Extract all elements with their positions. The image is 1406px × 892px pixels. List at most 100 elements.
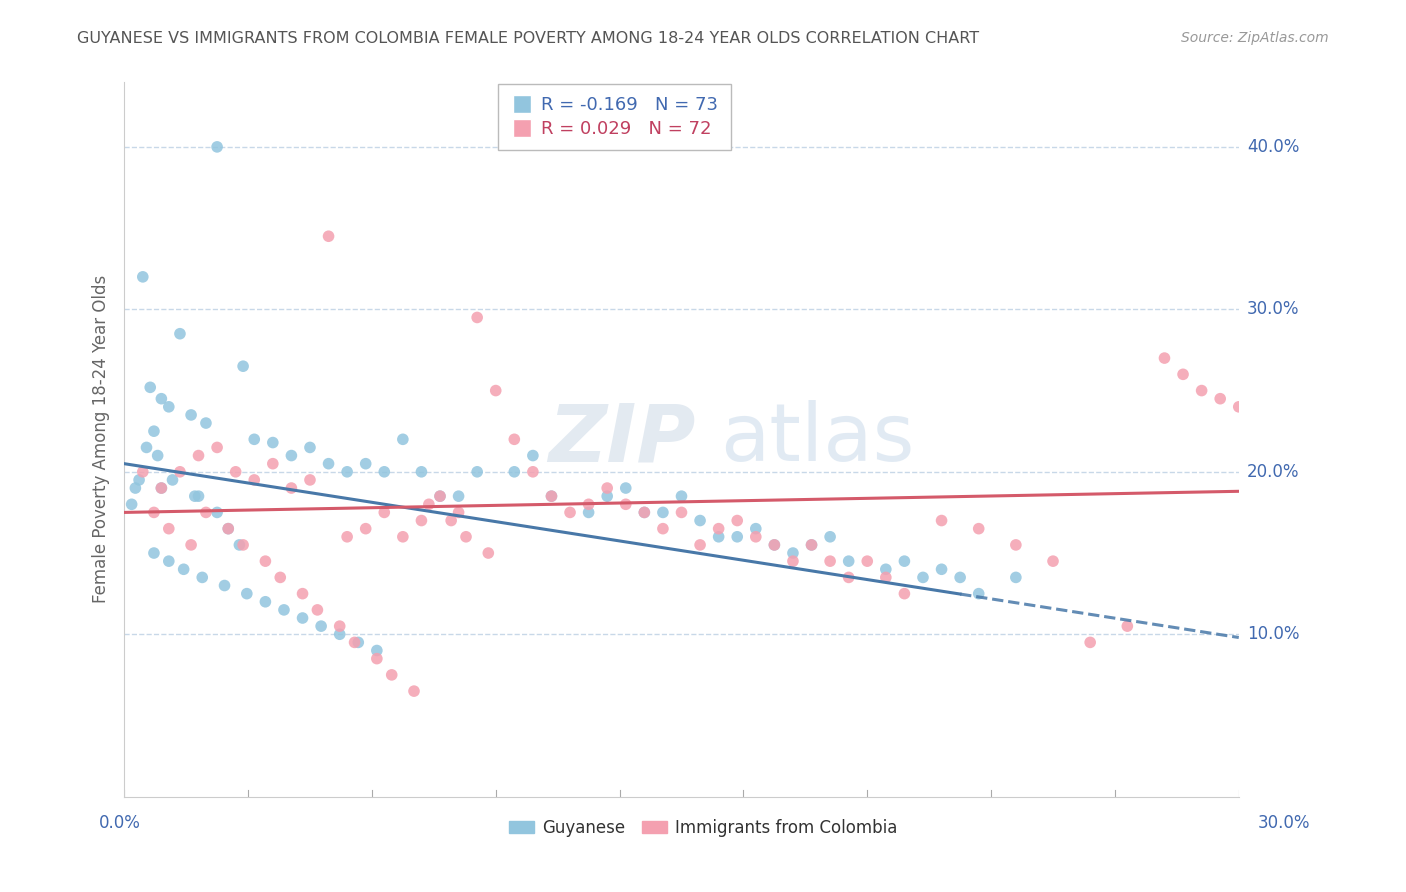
Point <box>146 449 169 463</box>
Point <box>254 554 277 568</box>
Point <box>217 522 239 536</box>
Point <box>522 465 544 479</box>
Point <box>503 465 526 479</box>
Point <box>336 465 359 479</box>
Point <box>651 505 673 519</box>
Point <box>232 538 254 552</box>
Point <box>157 522 180 536</box>
Point <box>273 603 295 617</box>
Point <box>745 522 768 536</box>
Point <box>745 530 768 544</box>
Point <box>911 570 934 584</box>
Point <box>465 310 488 325</box>
Point <box>1078 635 1101 649</box>
Text: GUYANESE VS IMMIGRANTS FROM COLOMBIA FEMALE POVERTY AMONG 18-24 YEAR OLDS CORREL: GUYANESE VS IMMIGRANTS FROM COLOMBIA FEM… <box>77 31 980 46</box>
Point <box>214 578 236 592</box>
Point <box>578 497 600 511</box>
Point <box>967 522 990 536</box>
Point <box>205 441 228 455</box>
Point <box>1171 368 1194 382</box>
Point <box>800 538 823 552</box>
Text: 30.0%: 30.0% <box>1247 301 1299 318</box>
Point <box>336 530 359 544</box>
Point <box>392 530 415 544</box>
Point <box>782 554 804 568</box>
Point <box>402 684 425 698</box>
Point <box>180 538 202 552</box>
Point <box>1227 400 1250 414</box>
Legend: R = -0.169   N = 73, R = 0.029   N = 72: R = -0.169 N = 73, R = 0.029 N = 72 <box>498 84 731 151</box>
Point <box>139 380 162 394</box>
Point <box>232 359 254 374</box>
Point <box>633 505 655 519</box>
Point <box>485 384 508 398</box>
Point <box>1005 570 1028 584</box>
Point <box>522 449 544 463</box>
Point <box>1042 554 1064 568</box>
Point <box>875 570 897 584</box>
Point <box>596 481 619 495</box>
Point <box>671 489 693 503</box>
Point <box>689 514 711 528</box>
Point <box>429 489 451 503</box>
Point <box>540 489 562 503</box>
Point <box>440 514 463 528</box>
Point <box>318 229 340 244</box>
Point <box>893 554 915 568</box>
Text: 40.0%: 40.0% <box>1247 138 1299 156</box>
Point <box>540 489 562 503</box>
Text: 30.0%: 30.0% <box>1257 814 1310 831</box>
Text: 20.0%: 20.0% <box>1247 463 1299 481</box>
Point <box>1191 384 1213 398</box>
Point <box>465 465 488 479</box>
Point <box>354 457 377 471</box>
Point <box>503 433 526 447</box>
Text: 10.0%: 10.0% <box>1247 625 1299 643</box>
Point <box>763 538 786 552</box>
Point <box>373 465 395 479</box>
Point <box>291 587 314 601</box>
Point <box>477 546 499 560</box>
Text: 0.0%: 0.0% <box>98 814 141 831</box>
Point <box>191 570 214 584</box>
Point <box>132 269 155 284</box>
Point <box>298 473 321 487</box>
Point <box>725 514 748 528</box>
Point <box>184 489 207 503</box>
Point <box>142 505 165 519</box>
Point <box>818 554 841 568</box>
Point <box>454 530 477 544</box>
Point <box>366 643 388 657</box>
Point <box>392 433 415 447</box>
Point <box>818 530 841 544</box>
Point <box>243 433 266 447</box>
Point <box>856 554 879 568</box>
Point <box>875 562 897 576</box>
Point <box>967 587 990 601</box>
Point <box>1116 619 1139 633</box>
Point <box>262 435 284 450</box>
Point <box>173 562 195 576</box>
Point <box>893 587 915 601</box>
Point <box>318 457 340 471</box>
Point <box>578 505 600 519</box>
Point <box>194 505 217 519</box>
Point <box>132 465 155 479</box>
Point <box>366 651 388 665</box>
Point <box>169 465 191 479</box>
Y-axis label: Female Poverty Among 18-24 Year Olds: Female Poverty Among 18-24 Year Olds <box>93 276 110 603</box>
Point <box>725 530 748 544</box>
Point <box>343 635 366 649</box>
Point <box>949 570 972 584</box>
Point <box>150 392 173 406</box>
Point <box>651 522 673 536</box>
Point <box>671 505 693 519</box>
Point <box>194 416 217 430</box>
Point <box>354 522 377 536</box>
Point <box>142 424 165 438</box>
Point <box>180 408 202 422</box>
Point <box>121 497 143 511</box>
Point <box>614 497 637 511</box>
Point <box>1209 392 1232 406</box>
Point <box>217 522 239 536</box>
